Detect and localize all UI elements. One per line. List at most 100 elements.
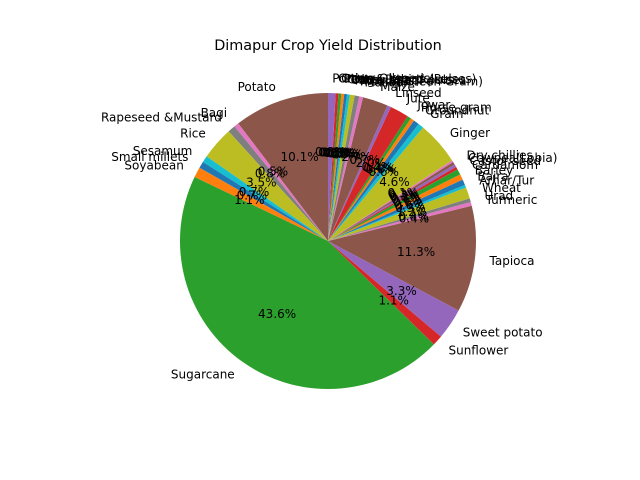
pie-slice-1	[234, 123, 328, 241]
pie-slice-18	[328, 166, 458, 241]
slice-pct-36: 0.3%	[320, 145, 351, 159]
pie-slice-7	[179, 177, 434, 390]
slice-pct-5: 0.7%	[237, 188, 268, 202]
slice-pct-31: 0.5%	[330, 147, 361, 161]
slice-pct-28: 0.7%	[349, 153, 380, 167]
slice-pct-16: 0.6%	[393, 196, 424, 210]
slice-label-19: Cowpea(Lobia)	[468, 151, 557, 165]
slice-pct-7: 43.6%	[258, 307, 296, 321]
slice-label-24: Groundnut	[425, 103, 489, 117]
pie-slice-33	[328, 94, 350, 241]
pie-slice-17	[328, 169, 461, 241]
slice-label-14: Arhar/Tur	[479, 174, 534, 188]
pie-slice-5	[199, 161, 328, 241]
slice-pct-22: 4.6%	[379, 175, 410, 189]
slice-label-32: Niger seed	[355, 73, 420, 87]
slice-label-4: Sesamum	[133, 144, 193, 158]
pie-slice-8	[328, 241, 441, 345]
slice-label-22: Ginger	[450, 126, 490, 140]
pie-slice-38	[328, 93, 336, 241]
pie-slice-22	[328, 127, 453, 241]
slice-pct-37: 0.3%	[318, 145, 349, 159]
slice-pct-20: 0.3%	[388, 187, 419, 201]
slice-label-36: Other Oilseeds	[341, 72, 430, 86]
slice-label-37: Onion	[338, 72, 373, 86]
slice-label-16: Barley	[475, 164, 513, 178]
slice-pct-35: 0.3%	[322, 146, 353, 160]
pie-slice-28	[328, 105, 391, 242]
slice-pct-32: 0.5%	[327, 146, 358, 160]
pie-slice-21	[328, 160, 454, 241]
slice-label-3: Rice	[180, 126, 206, 140]
pie-slice-3	[206, 131, 328, 241]
pie-slice-35	[328, 93, 345, 241]
pie-slice-32	[328, 94, 355, 241]
slice-pct-15: 0.6%	[394, 199, 425, 213]
slice-label-15: Bajra	[477, 169, 508, 183]
pie-slice-24	[328, 120, 419, 241]
slice-label-1: Bagi	[201, 106, 228, 120]
pie-slice-36	[328, 93, 342, 242]
pie-slice-19	[328, 164, 457, 241]
pie-slice-15	[328, 179, 465, 241]
slice-pct-12: 0.4%	[398, 210, 429, 224]
pie-slice-29	[328, 97, 388, 241]
pie-slice-31	[328, 95, 360, 241]
pie-slice-16	[328, 174, 463, 241]
pie-slice-12	[328, 198, 471, 241]
slice-pct-38: 0.8%	[315, 145, 346, 159]
slice-pct-21: 0.1%	[388, 186, 419, 200]
slice-label-30: Masoor	[364, 75, 408, 89]
slice-pct-18: 0.3%	[390, 190, 421, 204]
slice-label-18: Castor seed	[470, 154, 541, 168]
pie-slice-37	[328, 93, 339, 241]
slice-label-35: Peas & beans (Pulses)	[344, 72, 476, 86]
slice-pct-3: 3.5%	[246, 175, 277, 189]
pie-slice-4	[202, 156, 328, 241]
pie-slice-6	[194, 167, 328, 241]
slices-layer	[179, 93, 476, 390]
slice-label-38: Pome	[332, 71, 365, 85]
pie-slice-9	[328, 241, 459, 337]
slice-label-29: Maize	[380, 80, 415, 94]
slice-label-13: Wheat	[482, 181, 521, 195]
slice-label-20: Dry chillies	[466, 148, 532, 162]
chart-title: Dimapur Crop Yield Distribution	[214, 38, 442, 54]
slice-label-7: Sugarcane	[171, 367, 235, 381]
pie-slice-0	[238, 93, 328, 241]
slice-label-26: Jowar	[416, 98, 450, 112]
slice-pct-10: 11.3%	[397, 245, 435, 259]
pie-slice-11	[328, 202, 472, 241]
slice-label-12: Urad	[484, 189, 513, 203]
slice-label-11: Turmeric	[485, 193, 538, 207]
slice-pct-6: 1.1%	[234, 193, 265, 207]
slice-pct-27: 2.0%	[356, 156, 387, 170]
slice-label-17: Cardamom	[472, 158, 538, 172]
slice-pct-17: 0.6%	[391, 193, 422, 207]
slice-label-23: Gram	[430, 107, 463, 121]
slice-label-33: Other Kharif pulses	[351, 73, 466, 87]
slice-pct-8: 1.1%	[378, 294, 409, 308]
slice-pct-4: 0.7%	[239, 185, 270, 199]
pie-slice-26	[328, 116, 411, 241]
slice-pct-26: 0.4%	[362, 160, 393, 174]
slice-label-25: Horse-gram	[421, 100, 492, 114]
pie-slice-14	[328, 184, 466, 241]
slice-label-34: Other Rabi pulses	[347, 72, 454, 86]
slice-pct-0: 10.1%	[280, 150, 318, 164]
pie-slice-13	[328, 187, 470, 241]
slice-label-28: Linseed	[395, 86, 441, 100]
slice-pct-14: 0.3%	[395, 201, 426, 215]
slice-pct-34: 0.3%	[323, 146, 354, 160]
pie-slice-27	[328, 107, 408, 241]
slice-pct-2: 0.8%	[255, 167, 286, 181]
slice-label-10: Tapioca	[489, 254, 535, 268]
pct-layer: 10.1%0.5%0.8%3.5%0.7%0.7%1.1%43.6%1.1%3.…	[234, 145, 435, 321]
slice-pct-11: 0.4%	[399, 212, 430, 226]
pie-slice-10	[328, 205, 476, 311]
slice-label-0: Potato	[238, 80, 276, 94]
pie-slice-25	[328, 118, 414, 241]
